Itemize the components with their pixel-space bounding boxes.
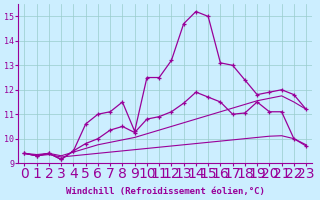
X-axis label: Windchill (Refroidissement éolien,°C): Windchill (Refroidissement éolien,°C): [66, 187, 265, 196]
